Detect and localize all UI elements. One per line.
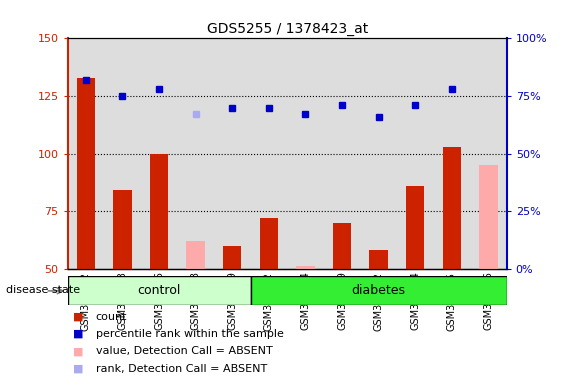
Title: GDS5255 / 1378423_at: GDS5255 / 1378423_at (207, 22, 368, 36)
Bar (434, 38, 470, 269)
Bar (369, 250, 388, 269)
Bar (296, 266, 315, 269)
Text: count: count (96, 312, 127, 322)
Bar (443, 147, 461, 269)
Bar (397, 38, 434, 269)
Bar (470, 38, 507, 269)
Text: ■: ■ (73, 312, 84, 322)
Bar (104, 38, 141, 269)
Bar (333, 223, 351, 269)
Text: ■: ■ (73, 329, 84, 339)
Bar (214, 38, 251, 269)
Bar (251, 276, 507, 305)
Bar (360, 38, 397, 269)
Bar (406, 186, 425, 269)
Bar (68, 38, 104, 269)
Bar (77, 78, 95, 269)
Bar (150, 154, 168, 269)
Bar (177, 38, 214, 269)
Text: rank, Detection Call = ABSENT: rank, Detection Call = ABSENT (96, 364, 267, 374)
Bar (260, 218, 278, 269)
Bar (479, 165, 498, 269)
Text: control: control (137, 285, 181, 297)
Bar (113, 190, 132, 269)
Text: percentile rank within the sample: percentile rank within the sample (96, 329, 284, 339)
Bar (324, 38, 360, 269)
Bar (223, 246, 242, 269)
Text: disease state: disease state (6, 285, 80, 295)
Bar (68, 276, 251, 305)
Text: value, Detection Call = ABSENT: value, Detection Call = ABSENT (96, 346, 272, 356)
Bar (251, 38, 287, 269)
Bar (186, 241, 205, 269)
Text: ■: ■ (73, 364, 84, 374)
Bar (141, 38, 177, 269)
Bar (287, 38, 324, 269)
Text: diabetes: diabetes (352, 285, 405, 297)
Text: ■: ■ (73, 346, 84, 356)
